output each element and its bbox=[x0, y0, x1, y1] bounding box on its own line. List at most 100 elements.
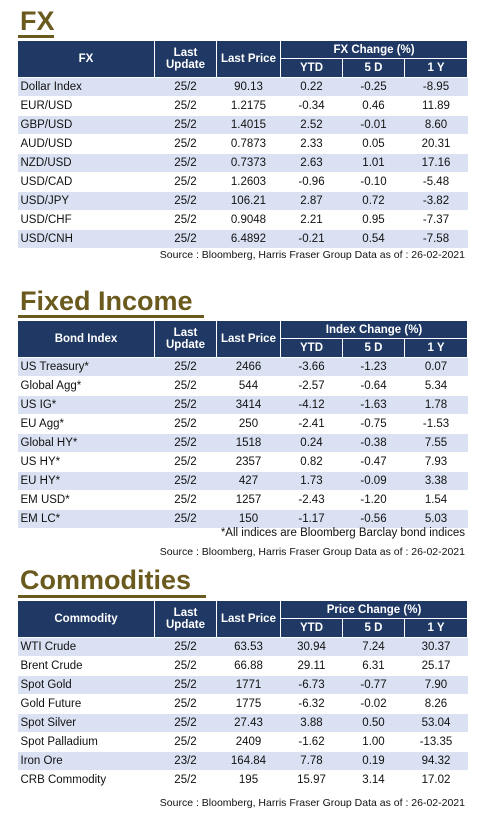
fixed-income-cell-name: Global Agg* bbox=[17, 376, 155, 396]
fixed-income-cell-y1: 3.38 bbox=[404, 471, 468, 491]
fixed-income-cell-name: US IG* bbox=[17, 395, 155, 415]
fixed-income-cell-d5: -0.38 bbox=[342, 433, 405, 453]
fx-cell-ytd: 2.63 bbox=[280, 153, 343, 173]
commodities-table-body: WTI Crude 25/2 63.53 30.94 7.24 30.37 Brent Cr… bbox=[17, 637, 468, 790]
commodities-cell-d5: 3.14 bbox=[342, 770, 405, 790]
fixed-income-table: Bond Index Last Update Last Price Index … bbox=[17, 320, 469, 529]
fx-cell-update: 25/2 bbox=[154, 153, 217, 173]
fixed-income-cell-y1: 1.78 bbox=[404, 395, 468, 415]
fx-cell-ytd: 2.87 bbox=[280, 191, 343, 211]
fixed-income-cell-d5: -1.20 bbox=[342, 490, 405, 510]
fx-cell-d5: -0.25 bbox=[342, 77, 405, 97]
commodities-cell-y1: 17.02 bbox=[404, 770, 468, 790]
fx-cell-update: 25/2 bbox=[154, 210, 217, 230]
commodities-cell-name: Iron Ore bbox=[17, 751, 155, 771]
commodities-cell-y1: -13.35 bbox=[404, 732, 468, 752]
fixed-income-header-1y: 1 Y bbox=[403, 338, 469, 358]
fx-cell-y1: -8.95 bbox=[404, 77, 468, 97]
commodities-cell-name: Spot Gold bbox=[17, 675, 155, 695]
fx-cell-d5: 0.54 bbox=[342, 229, 405, 249]
fx-cell-y1: 8.60 bbox=[404, 115, 468, 135]
fx-header-1y: 1 Y bbox=[403, 58, 469, 78]
commodities-table-row: Gold Future 25/2 1775 -6.32 -0.02 8.26 bbox=[17, 694, 468, 714]
fixed-income-cell-price: 2357 bbox=[216, 452, 281, 472]
commodities-cell-name: Gold Future bbox=[17, 694, 155, 714]
fx-title-underline bbox=[18, 35, 54, 38]
fx-cell-d5: 0.95 bbox=[342, 210, 405, 230]
fx-cell-y1: -5.48 bbox=[404, 172, 468, 192]
fixed-income-header-price: Last Price bbox=[216, 320, 281, 358]
fx-cell-name: USD/JPY bbox=[17, 191, 155, 211]
fixed-income-header-name: Bond Index bbox=[17, 320, 155, 358]
fixed-income-cell-d5: -0.09 bbox=[342, 471, 405, 491]
fixed-income-cell-price: 250 bbox=[216, 414, 281, 434]
commodities-table-row: Brent Crude 25/2 66.88 29.11 6.31 25.17 bbox=[17, 656, 468, 676]
fx-cell-update: 25/2 bbox=[154, 134, 217, 154]
fx-table-row: GBP/USD 25/2 1.4015 2.52 -0.01 8.60 bbox=[17, 115, 468, 135]
commodities-cell-price: 63.53 bbox=[216, 637, 281, 657]
fx-cell-ytd: -0.21 bbox=[280, 229, 343, 249]
fixed-income-table-row: US IG* 25/2 3414 -4.12 -1.63 1.78 bbox=[17, 395, 468, 415]
fx-header-update: Last Update bbox=[154, 40, 217, 78]
fixed-income-cell-update: 25/2 bbox=[154, 376, 217, 396]
commodities-cell-d5: 0.50 bbox=[342, 713, 405, 733]
fixed-income-table-row: EU Agg* 25/2 250 -2.41 -0.75 -1.53 bbox=[17, 414, 468, 434]
fx-header-price: Last Price bbox=[216, 40, 281, 78]
fixed-income-cell-update: 25/2 bbox=[154, 414, 217, 434]
fixed-income-cell-update: 25/2 bbox=[154, 452, 217, 472]
fx-table-row: EUR/USD 25/2 1.2175 -0.34 0.46 11.89 bbox=[17, 96, 468, 116]
fixed-income-header-5d: 5 D bbox=[342, 338, 405, 358]
fx-cell-ytd: 2.21 bbox=[280, 210, 343, 230]
fixed-income-header-group: Index Change (%) bbox=[279, 320, 469, 339]
commodities-table-row: Spot Palladium 25/2 2409 -1.62 1.00 -13.35 bbox=[17, 732, 468, 752]
commodities-cell-ytd: -6.32 bbox=[280, 694, 343, 714]
fx-table-row: AUD/USD 25/2 0.7873 2.33 0.05 20.31 bbox=[17, 134, 468, 154]
commodities-header-price: Last Price bbox=[216, 600, 281, 638]
fixed-income-cell-name: EM USD* bbox=[17, 490, 155, 510]
fx-cell-price: 0.7873 bbox=[216, 134, 281, 154]
commodities-table-row: WTI Crude 25/2 63.53 30.94 7.24 30.37 bbox=[17, 637, 468, 657]
commodities-cell-update: 25/2 bbox=[154, 656, 217, 676]
commodities-header-ytd: YTD bbox=[280, 618, 343, 638]
commodities-cell-name: CRB Commodity bbox=[17, 770, 155, 790]
commodities-cell-name: WTI Crude bbox=[17, 637, 155, 657]
fixed-income-cell-update: 25/2 bbox=[154, 395, 217, 415]
commodities-cell-name: Spot Silver bbox=[17, 713, 155, 733]
fx-header-5d: 5 D bbox=[342, 58, 405, 78]
fx-cell-name: GBP/USD bbox=[17, 115, 155, 135]
fx-cell-y1: 20.31 bbox=[404, 134, 468, 154]
fixed-income-table-row: EU HY* 25/2 427 1.73 -0.09 3.38 bbox=[17, 471, 468, 491]
fixed-income-header-update: Last Update bbox=[154, 320, 217, 358]
fx-cell-y1: -7.37 bbox=[404, 210, 468, 230]
fixed-income-table-row: EM USD* 25/2 1257 -2.43 -1.20 1.54 bbox=[17, 490, 468, 510]
fixed-income-cell-update: 25/2 bbox=[154, 509, 217, 529]
fx-cell-price: 106.21 bbox=[216, 191, 281, 211]
commodities-cell-ytd: -1.62 bbox=[280, 732, 343, 752]
commodities-header-group: Price Change (%) bbox=[280, 600, 468, 619]
commodities-section-title: Commodities bbox=[20, 565, 192, 595]
fx-cell-d5: -0.10 bbox=[342, 172, 405, 192]
fixed-income-cell-d5: -1.63 bbox=[342, 395, 405, 415]
fx-cell-name: USD/CNH bbox=[17, 229, 155, 249]
commodities-cell-price: 164.84 bbox=[216, 751, 281, 771]
fixed-income-cell-price: 427 bbox=[216, 471, 281, 491]
fixed-income-table-row: Global HY* 25/2 1518 0.24 -0.38 7.55 bbox=[17, 433, 468, 453]
fx-header-name: FX bbox=[17, 40, 155, 78]
commodities-cell-y1: 53.04 bbox=[404, 713, 468, 733]
fx-cell-price: 0.7373 bbox=[216, 153, 281, 173]
fx-cell-price: 90.13 bbox=[216, 77, 281, 97]
fixed-income-cell-update: 25/2 bbox=[154, 357, 217, 377]
commodities-cell-update: 25/2 bbox=[154, 732, 217, 752]
commodities-cell-d5: 1.00 bbox=[342, 732, 405, 752]
commodities-table-row: CRB Commodity 25/2 195 15.97 3.14 17.02 bbox=[17, 770, 468, 790]
commodities-cell-ytd: 29.11 bbox=[280, 656, 343, 676]
commodities-cell-update: 25/2 bbox=[154, 637, 217, 657]
fixed-income-cell-ytd: -2.43 bbox=[280, 490, 343, 510]
fx-cell-name: NZD/USD bbox=[17, 153, 155, 173]
fx-cell-name: USD/CHF bbox=[17, 210, 155, 230]
commodities-cell-y1: 30.37 bbox=[404, 637, 468, 657]
commodities-cell-update: 25/2 bbox=[154, 770, 217, 790]
fixed-income-cell-y1: 5.03 bbox=[404, 509, 468, 529]
fx-cell-name: AUD/USD bbox=[17, 134, 155, 154]
fx-cell-y1: 17.16 bbox=[404, 153, 468, 173]
